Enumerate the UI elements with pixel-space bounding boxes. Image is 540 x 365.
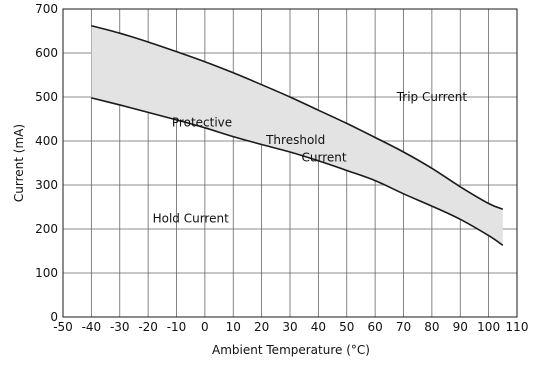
y-tick-label: 600	[35, 46, 58, 60]
threshold-band	[91, 25, 503, 246]
y-tick-labels: 0 100 200 300 400 500 600 700	[35, 2, 58, 324]
x-tick-label: 100	[477, 320, 500, 334]
annotation-label: Protective	[172, 116, 232, 130]
annotations: Trip Current Protective Threshold Current Ho…	[153, 90, 468, 225]
y-tick-label: 100	[35, 266, 58, 280]
x-tick-label: 60	[367, 320, 382, 334]
x-tick-label: -20	[138, 320, 158, 334]
annotation-label: Trip Current	[396, 90, 468, 104]
x-tick-label: -30	[110, 320, 130, 334]
x-tick-label: 10	[226, 320, 241, 334]
x-tick-label: 20	[254, 320, 269, 334]
series-lines	[91, 24, 504, 246]
gridlines	[63, 9, 517, 317]
protective-threshold-band	[91, 25, 503, 246]
x-tick-label: 90	[453, 320, 468, 334]
x-tick-label: 110	[506, 320, 529, 334]
hold-current-line	[91, 97, 504, 246]
plot-frame	[62, 8, 518, 318]
x-tick-label: -40	[82, 320, 102, 334]
annotation-label: Threshold	[265, 133, 325, 147]
y-axis-title: Current (mA)	[12, 124, 26, 202]
x-tick-label: -50	[53, 320, 73, 334]
annotation-label: Current	[302, 151, 347, 165]
trip-current-line	[91, 24, 504, 210]
x-tick-label: 0	[201, 320, 209, 334]
x-tick-label: 80	[424, 320, 439, 334]
y-tick-label: 200	[35, 222, 58, 236]
y-tick-label: 300	[35, 178, 58, 192]
x-tick-labels: -50 -40 -30 -20 -10 0 10 20 30 40 50 60 70 80 90 100 110	[53, 320, 528, 334]
x-tick-label: 30	[282, 320, 297, 334]
x-tick-label: 70	[396, 320, 411, 334]
y-tick-label: 400	[35, 134, 58, 148]
x-axis-title: Ambient Temperature (°C)	[212, 343, 370, 357]
y-tick-label: 0	[50, 310, 58, 324]
x-tick-label: 50	[339, 320, 354, 334]
x-tick-label: -10	[167, 320, 187, 334]
y-tick-label: 700	[35, 2, 58, 16]
y-tick-label: 500	[35, 90, 58, 104]
annotation-label: Hold Current	[153, 211, 229, 225]
x-tick-label: 40	[311, 320, 326, 334]
